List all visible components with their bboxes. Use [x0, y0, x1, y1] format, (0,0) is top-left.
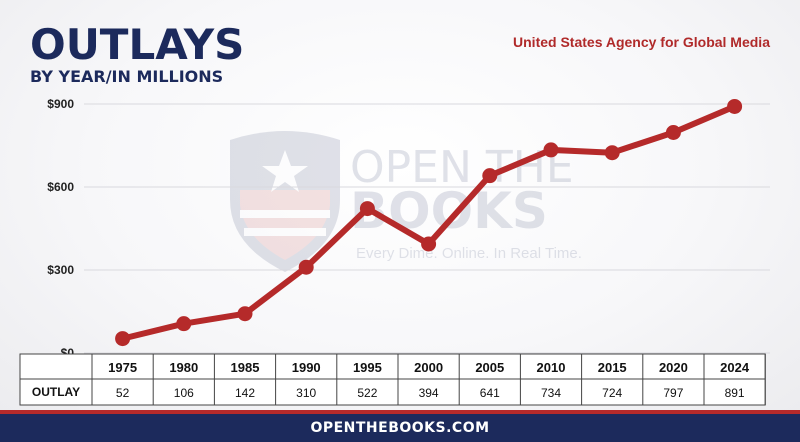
footer-website: OPENTHEBOOKS.COM: [0, 414, 800, 442]
table-cell-2005: 641: [480, 386, 500, 400]
x-tick-label-2010: 2010: [537, 360, 566, 375]
table-cell-2015: 724: [602, 386, 622, 400]
data-point-1985: [237, 306, 253, 322]
data-point-1980: [176, 316, 192, 332]
x-tick-label-2005: 2005: [475, 360, 504, 375]
grid-lines: [84, 103, 770, 354]
data-point-2010: [543, 142, 559, 158]
data-point-2005: [482, 168, 498, 184]
table-cell-1985: 142: [235, 386, 255, 400]
watermark-line2: BOOKS: [350, 182, 548, 240]
y-tick-label-300: $300: [47, 263, 74, 277]
x-tick-label-1980: 1980: [169, 360, 198, 375]
chart-subtitle: BY YEAR/IN MILLIONS: [30, 67, 224, 86]
data-point-2000: [421, 236, 437, 252]
x-tick-label-2000: 2000: [414, 360, 443, 375]
shield-logo-icon: [230, 131, 340, 272]
y-axis-labels: $0$300$600$900: [47, 97, 74, 360]
x-tick-label-2015: 2015: [598, 360, 627, 375]
table-cell-1995: 522: [357, 386, 377, 400]
data-point-1995: [359, 201, 375, 217]
y-tick-label-600: $600: [47, 180, 74, 194]
x-tick-label-2020: 2020: [659, 360, 688, 375]
table-cell-2024: 891: [725, 386, 745, 400]
footer-red-stripe: [0, 410, 800, 414]
x-tick-label-1990: 1990: [292, 360, 321, 375]
x-tick-label-2024: 2024: [720, 360, 750, 375]
watermark-line1: OPEN THE: [350, 142, 574, 193]
watermark: OPEN THE BOOKS Every Dime. Online. In Re…: [230, 131, 582, 272]
data-point-2020: [665, 124, 681, 140]
table-cell-2000: 394: [419, 386, 439, 400]
data-point-1990: [298, 259, 314, 275]
y-tick-label-900: $900: [47, 97, 74, 111]
data-point-2015: [604, 145, 620, 161]
data-table: OUTLAY 1975 52 1980 106 1985 142 1990 310 1995 522…: [19, 353, 766, 406]
chart-title: OUTLAYS: [30, 20, 245, 69]
table-cell-1975: 52: [116, 386, 130, 400]
x-tick-label-1985: 1985: [231, 360, 260, 375]
x-tick-label-1975: 1975: [108, 360, 137, 375]
chart-background: [0, 0, 800, 414]
table-cell-1980: 106: [174, 386, 194, 400]
x-tick-label-1995: 1995: [353, 360, 382, 375]
table-cell-1990: 310: [296, 386, 316, 400]
data-point-1975: [115, 331, 131, 347]
table-cell-2010: 734: [541, 386, 561, 400]
agency-name: United States Agency for Global Media: [513, 34, 770, 50]
table-row-label: OUTLAY: [32, 385, 80, 399]
table-cell-2020: 797: [663, 386, 683, 400]
data-point-2024: [727, 98, 743, 114]
series-outlay: [115, 98, 743, 347]
watermark-tagline: Every Dime. Online. In Real Time.: [356, 245, 582, 262]
